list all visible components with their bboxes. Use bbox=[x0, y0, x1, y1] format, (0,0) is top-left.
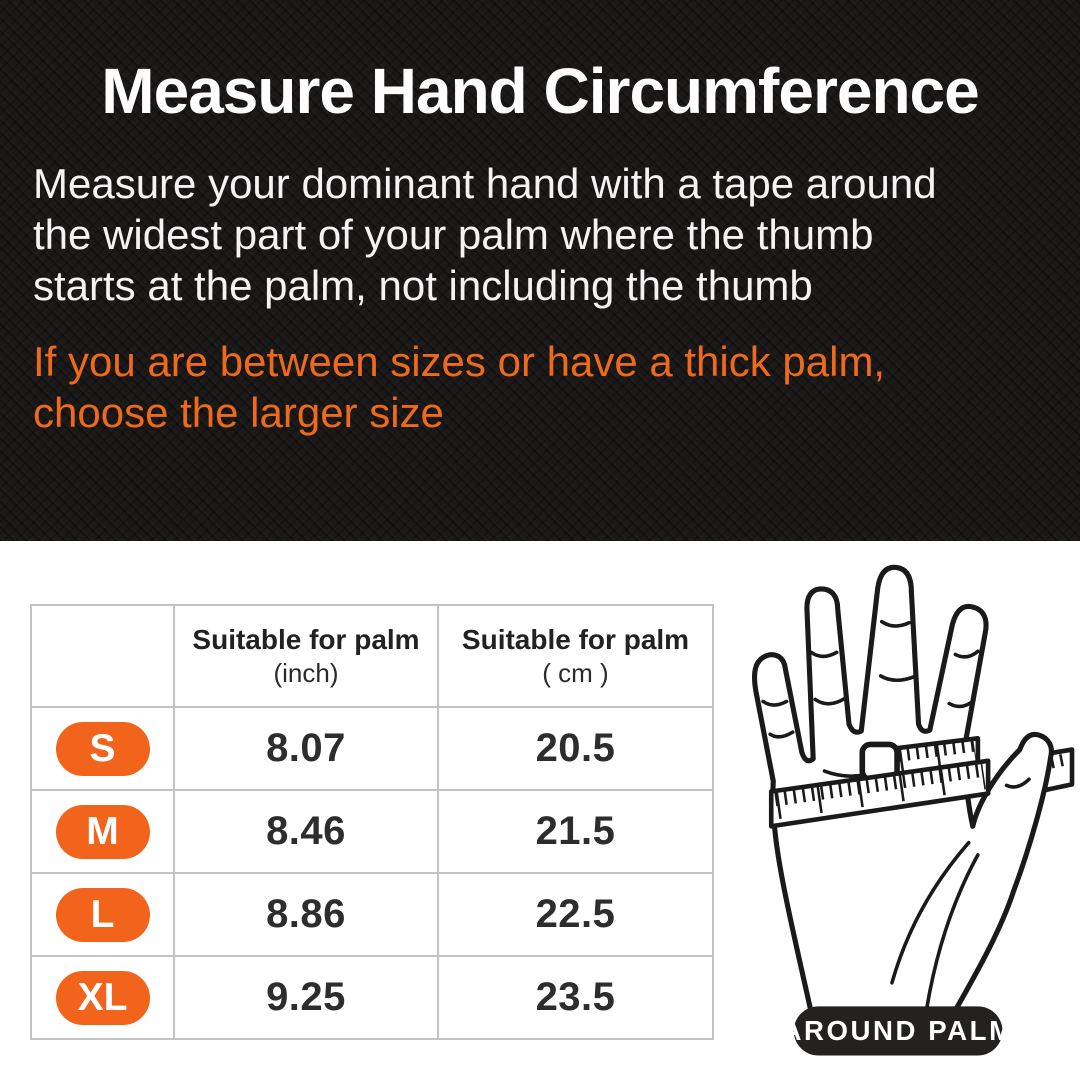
size-table-header-cm: Suitable for palm ( cm ) bbox=[437, 604, 714, 708]
table-row-s: S 8.07 20.5 bbox=[30, 706, 714, 791]
header-cm-unit: ( cm ) bbox=[542, 657, 609, 688]
header-cm-title: Suitable for palm bbox=[461, 623, 690, 655]
inch-value-xl: 9.25 bbox=[173, 955, 439, 1040]
between-sizes-note-text: If you are between sizes or have a thick… bbox=[33, 337, 886, 436]
size-cell-l: L bbox=[30, 872, 175, 957]
measure-instructions-text: Measure your dominant hand with a tape a… bbox=[33, 160, 937, 310]
size-badge-s: S bbox=[55, 721, 150, 776]
cm-value-l: 22.5 bbox=[437, 872, 714, 957]
header-inch-unit: (inch) bbox=[273, 657, 339, 688]
around-palm-badge-label: AROUND PALM bbox=[782, 1015, 1015, 1046]
hero-section: Measure Hand Circumference Measure your … bbox=[0, 0, 1080, 541]
table-row-l: L 8.86 22.5 bbox=[30, 872, 714, 957]
header-inch-title: Suitable for palm bbox=[192, 623, 420, 655]
hand-illustration: AROUND PALM bbox=[708, 548, 1080, 1080]
size-badge-l: L bbox=[55, 887, 150, 942]
table-row-xl: XL 9.25 23.5 bbox=[30, 955, 714, 1040]
inch-value-s: 8.07 bbox=[173, 706, 439, 791]
hand-measure-diagram-svg: AROUND PALM bbox=[752, 564, 1075, 1056]
page-title: Measure Hand Circumference bbox=[101, 55, 979, 127]
inch-value-l: 8.86 bbox=[173, 872, 439, 957]
size-badge-m: M bbox=[55, 804, 150, 859]
size-table-corner-cell bbox=[30, 604, 175, 708]
around-palm-badge: AROUND PALM bbox=[782, 1006, 1015, 1056]
size-table-header-row: Suitable for palm (inch) Suitable for pa… bbox=[30, 604, 714, 708]
size-table-header-inch: Suitable for palm (inch) bbox=[173, 604, 439, 708]
cm-value-m: 21.5 bbox=[437, 789, 714, 874]
table-row-m: M 8.46 21.5 bbox=[30, 789, 714, 874]
size-cell-s: S bbox=[30, 706, 175, 791]
inch-value-m: 8.46 bbox=[173, 789, 439, 874]
tape-lower-band bbox=[768, 758, 991, 829]
cm-value-xl: 23.5 bbox=[437, 955, 714, 1040]
size-cell-m: M bbox=[30, 789, 175, 874]
size-badge-xl: XL bbox=[55, 970, 150, 1025]
cm-value-s: 20.5 bbox=[437, 706, 714, 791]
size-cell-xl: XL bbox=[30, 955, 175, 1040]
size-table: Suitable for palm (inch) Suitable for pa… bbox=[30, 604, 714, 1040]
